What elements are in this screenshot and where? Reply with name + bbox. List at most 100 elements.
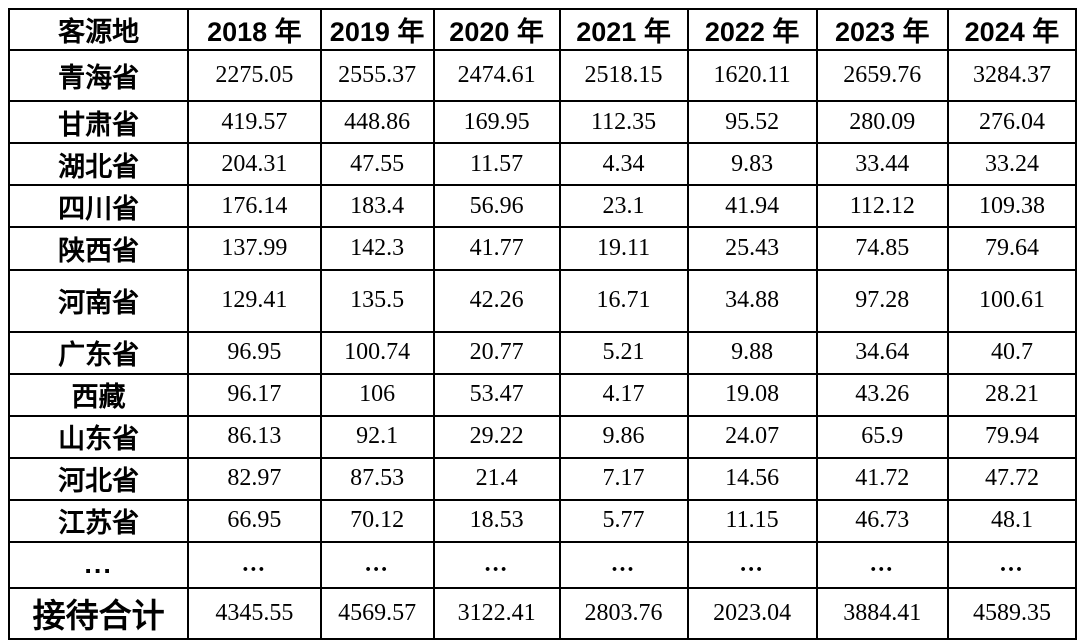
data-cell: 66.95 bbox=[187, 498, 322, 543]
data-cell: ... bbox=[815, 540, 949, 589]
table-row: 河北省 82.97 87.53 21.4 7.17 14.56 41.72 47.72 bbox=[7, 456, 1078, 501]
data-cell: 92.1 bbox=[319, 414, 435, 459]
data-cell: 33.44 bbox=[815, 142, 949, 187]
column-header-year: 2019 年 bbox=[319, 8, 435, 51]
data-cell: 18.53 bbox=[432, 498, 561, 543]
data-cell: 419.57 bbox=[187, 100, 322, 145]
data-cell: 41.77 bbox=[432, 226, 561, 272]
data-cell: 169.95 bbox=[432, 100, 561, 145]
table-row: 西藏 96.17 106 53.47 4.17 19.08 43.26 28.21 bbox=[7, 372, 1078, 417]
data-cell: 96.17 bbox=[187, 372, 322, 417]
row-label-cell: 陕西省 bbox=[7, 226, 190, 272]
data-cell: 142.3 bbox=[319, 226, 435, 272]
data-cell: 65.9 bbox=[815, 414, 949, 459]
data-cell: 9.86 bbox=[558, 414, 689, 459]
data-cell: 11.57 bbox=[432, 142, 561, 187]
data-cell: 53.47 bbox=[432, 372, 561, 417]
data-cell: 4589.35 bbox=[946, 586, 1078, 641]
data-cell: 176.14 bbox=[187, 184, 322, 229]
data-cell: 97.28 bbox=[815, 269, 949, 333]
row-label-cell: 四川省 bbox=[7, 184, 190, 229]
data-cell: ... bbox=[432, 540, 561, 589]
data-cell: 2659.76 bbox=[815, 48, 949, 103]
data-cell: 20.77 bbox=[432, 330, 561, 375]
row-label-cell: ... bbox=[7, 540, 190, 589]
data-cell: 100.61 bbox=[946, 269, 1078, 333]
data-cell: 9.83 bbox=[686, 142, 818, 187]
data-cell: 82.97 bbox=[187, 456, 322, 501]
data-cell: 112.35 bbox=[558, 100, 689, 145]
data-cell: 48.1 bbox=[946, 498, 1078, 543]
data-cell: 96.95 bbox=[187, 330, 322, 375]
data-cell: 42.26 bbox=[432, 269, 561, 333]
table-row: 湖北省 204.31 47.55 11.57 4.34 9.83 33.44 33.24 bbox=[7, 142, 1078, 187]
column-header-year: 2022 年 bbox=[686, 8, 818, 51]
data-cell: 276.04 bbox=[946, 100, 1078, 145]
row-label-cell: 河南省 bbox=[7, 269, 190, 333]
column-header-year: 2018 年 bbox=[187, 8, 322, 51]
column-header-year: 2023 年 bbox=[815, 8, 949, 51]
data-cell: 1620.11 bbox=[686, 48, 818, 103]
data-cell: 41.94 bbox=[686, 184, 818, 229]
data-cell: 43.26 bbox=[815, 372, 949, 417]
data-cell: 14.56 bbox=[686, 456, 818, 501]
data-cell: 86.13 bbox=[187, 414, 322, 459]
row-label-cell: 湖北省 bbox=[7, 142, 190, 187]
total-row: 接待合计 4345.55 4569.57 3122.41 2803.76 2023.04 3… bbox=[7, 586, 1078, 641]
data-cell: ... bbox=[686, 540, 818, 589]
data-cell: 16.71 bbox=[558, 269, 689, 333]
data-cell: 2555.37 bbox=[319, 48, 435, 103]
data-cell: 109.38 bbox=[946, 184, 1078, 229]
data-cell: 9.88 bbox=[686, 330, 818, 375]
data-cell: 135.5 bbox=[319, 269, 435, 333]
data-cell: 47.55 bbox=[319, 142, 435, 187]
column-header-year: 2024 年 bbox=[946, 8, 1078, 51]
data-cell: 5.77 bbox=[558, 498, 689, 543]
row-label-cell: 甘肃省 bbox=[7, 100, 190, 145]
table-row: 江苏省 66.95 70.12 18.53 5.77 11.15 46.73 48.1 bbox=[7, 498, 1078, 543]
data-cell: 7.17 bbox=[558, 456, 689, 501]
data-cell: 19.08 bbox=[686, 372, 818, 417]
data-cell: 19.11 bbox=[558, 226, 689, 272]
data-cell: 2518.15 bbox=[558, 48, 689, 103]
table-row: 广东省 96.95 100.74 20.77 5.21 9.88 34.64 40.7 bbox=[7, 330, 1078, 375]
table-row: 甘肃省 419.57 448.86 169.95 112.35 95.52 280.09 27… bbox=[7, 100, 1078, 145]
row-label-cell: 青海省 bbox=[7, 48, 190, 103]
data-cell: 129.41 bbox=[187, 269, 322, 333]
data-cell: 112.12 bbox=[815, 184, 949, 229]
data-cell: 448.86 bbox=[319, 100, 435, 145]
data-cell: 24.07 bbox=[686, 414, 818, 459]
data-cell: 87.53 bbox=[319, 456, 435, 501]
data-cell: 74.85 bbox=[815, 226, 949, 272]
data-cell: 95.52 bbox=[686, 100, 818, 145]
data-cell: 183.4 bbox=[319, 184, 435, 229]
data-cell: 11.15 bbox=[686, 498, 818, 543]
row-label-cell: 江苏省 bbox=[7, 498, 190, 543]
data-cell: 2275.05 bbox=[187, 48, 322, 103]
data-cell: 34.64 bbox=[815, 330, 949, 375]
table-row: 河南省 129.41 135.5 42.26 16.71 34.88 97.28 100.61 bbox=[7, 269, 1078, 333]
data-cell: 4569.57 bbox=[319, 586, 435, 641]
data-cell: 2023.04 bbox=[686, 586, 818, 641]
data-cell: 28.21 bbox=[946, 372, 1078, 417]
data-cell: ... bbox=[558, 540, 689, 589]
row-label-cell: 西藏 bbox=[7, 372, 190, 417]
total-label-cell: 接待合计 bbox=[7, 586, 190, 641]
data-cell: ... bbox=[187, 540, 322, 589]
data-cell: 3122.41 bbox=[432, 586, 561, 641]
data-cell: 21.4 bbox=[432, 456, 561, 501]
data-cell: 2803.76 bbox=[558, 586, 689, 641]
row-label-cell: 河北省 bbox=[7, 456, 190, 501]
data-cell: 33.24 bbox=[946, 142, 1078, 187]
data-cell: 2474.61 bbox=[432, 48, 561, 103]
data-cell: 79.64 bbox=[946, 226, 1078, 272]
table-row: 陕西省 137.99 142.3 41.77 19.11 25.43 74.85 79.64 bbox=[7, 226, 1078, 272]
table-row: 山东省 86.13 92.1 29.22 9.86 24.07 65.9 79.94 bbox=[7, 414, 1078, 459]
data-cell: 4.34 bbox=[558, 142, 689, 187]
ellipsis-row: ........................ bbox=[7, 540, 1078, 589]
column-header-source: 客源地 bbox=[7, 8, 190, 51]
data-cell: 41.72 bbox=[815, 456, 949, 501]
